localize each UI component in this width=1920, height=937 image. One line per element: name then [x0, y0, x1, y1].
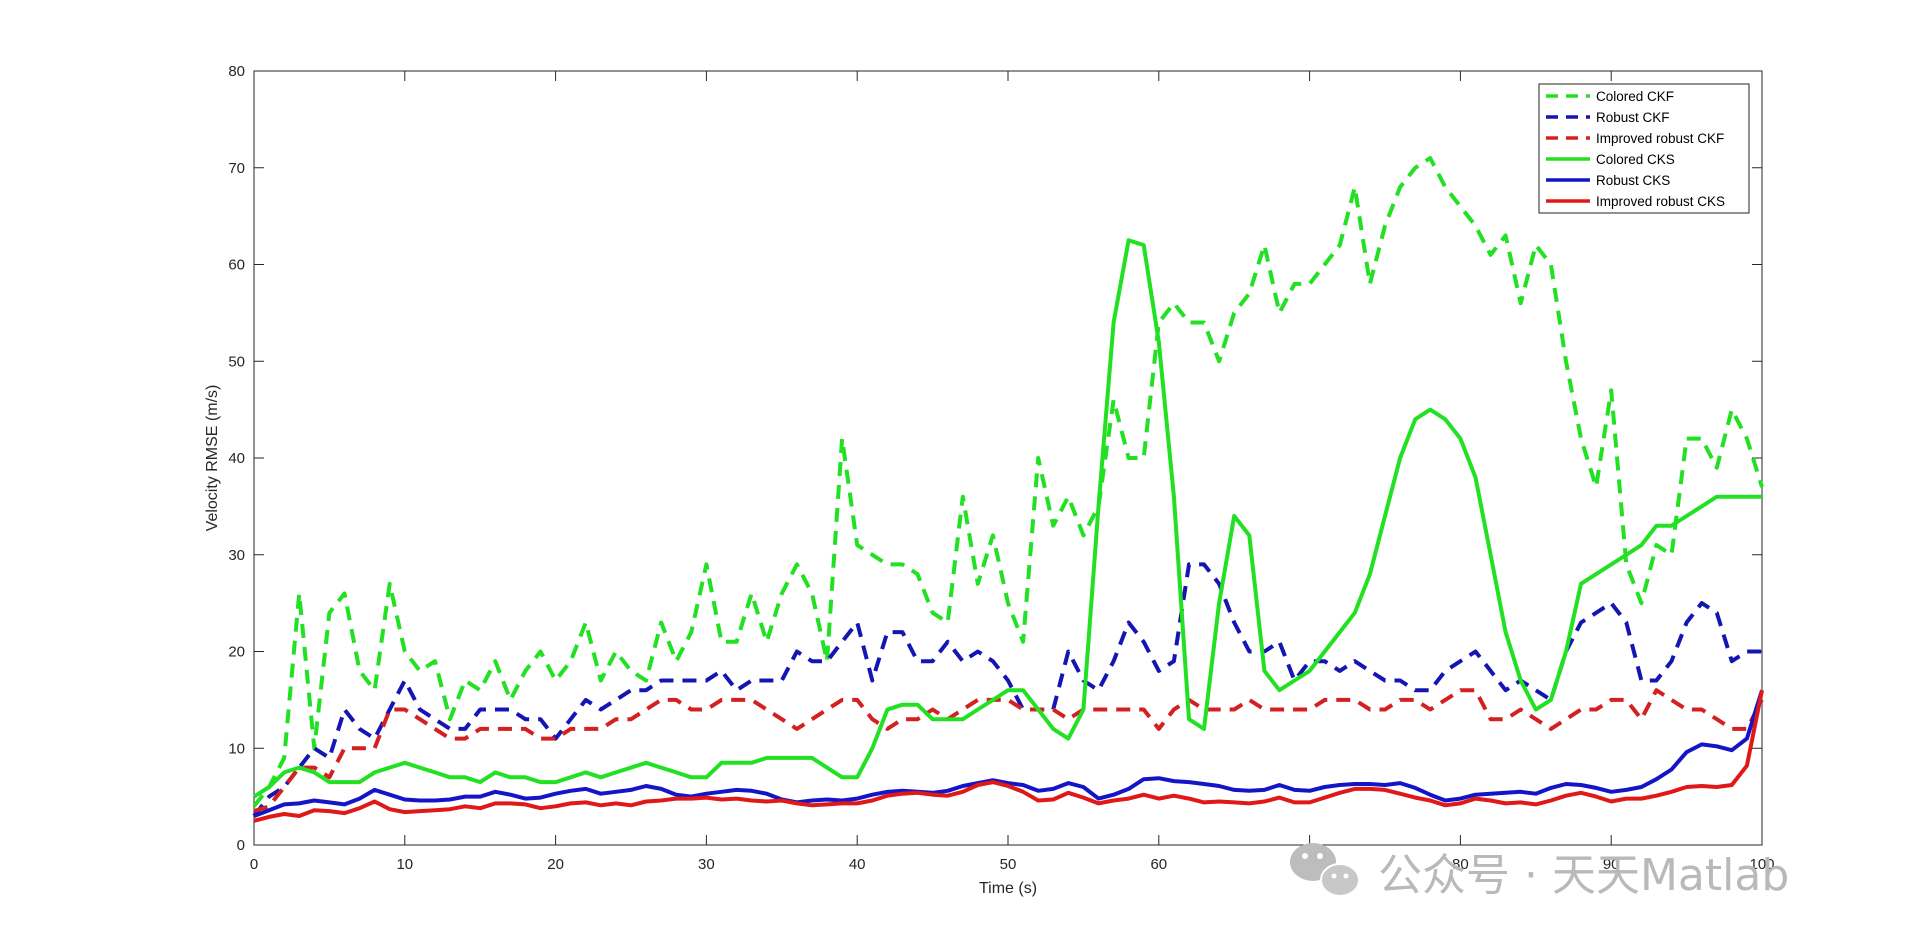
legend-label: Colored CKF	[1596, 89, 1674, 104]
legend-label: Improved robust CKS	[1596, 194, 1725, 209]
legend: Colored CKF Robust CKF Improved robust CKF…	[1538, 83, 1750, 214]
y-tick-label: 0	[237, 837, 245, 854]
y-tick-label: 60	[228, 257, 245, 274]
x-tick-label: 100	[1749, 856, 1774, 873]
series-line-robust-ckf	[252, 562, 1762, 818]
x-tick-label: 30	[698, 856, 715, 873]
series-line-improved-robust-ckf	[253, 688, 1764, 814]
watermark-text: 公众号 · 天天Matlab	[1378, 850, 1789, 901]
y-tick-label: 40	[228, 450, 245, 467]
series-layer	[252, 156, 1764, 823]
series-line-improved-robust-cks	[253, 689, 1764, 823]
series-line-robust-cks	[253, 689, 1764, 818]
series-line-colored-cks	[252, 238, 1762, 799]
y-tick-label: 20	[228, 644, 245, 661]
y-tick-label: 80	[228, 63, 245, 80]
wechat-icon	[1290, 843, 1360, 897]
y-tick-label: 10	[228, 740, 245, 757]
series-line-colored-ckf	[252, 156, 1764, 808]
legend-label: Robust CKS	[1596, 173, 1670, 188]
legend-label: Improved robust CKF	[1596, 131, 1724, 146]
legend-label: Colored CKS	[1596, 152, 1675, 167]
y-tick-label: 70	[228, 160, 245, 177]
plot-area	[253, 70, 1763, 846]
x-tick-label: 60	[1150, 856, 1167, 873]
y-tick-labels: 0 10 20 30 40 50 60 70 80	[228, 63, 245, 854]
x-tick-label: 80	[1452, 856, 1469, 873]
y-axis-label: Velocity RMSE (m/s)	[204, 385, 221, 532]
x-tick-label: 40	[849, 856, 866, 873]
x-axis-label: Time (s)	[979, 880, 1037, 897]
x-tick-label: 50	[1000, 856, 1017, 873]
x-tick-label: 20	[547, 856, 564, 873]
legend-box	[1538, 83, 1750, 214]
legend-label: Robust CKF	[1596, 110, 1670, 125]
x-tick-label: 90	[1603, 856, 1620, 873]
axis-ticks	[253, 70, 1763, 846]
y-tick-label: 50	[228, 353, 245, 370]
x-tick-label: 10	[396, 856, 413, 873]
watermark: 公众号 · 天天Matlab	[1290, 843, 1789, 901]
x-tick-label: 0	[250, 856, 258, 873]
y-tick-label: 30	[228, 547, 245, 564]
